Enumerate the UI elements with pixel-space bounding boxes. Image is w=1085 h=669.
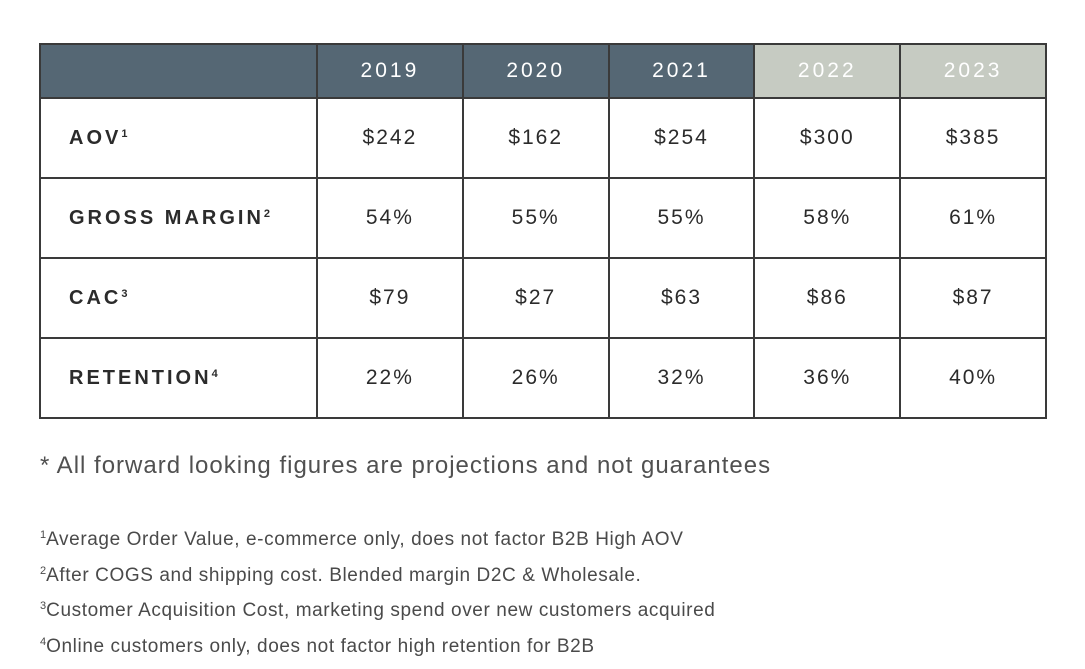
table-cell: $254 [607, 97, 756, 179]
table-cell: 55% [607, 177, 756, 259]
metrics-table: 2019 2020 2021 2022 2023 AOV1 $242 $162 … [39, 43, 1047, 419]
footnote-item: 4Online customers only, does not factor … [40, 627, 715, 663]
table-cell: $162 [461, 97, 610, 179]
footnote-mark: 1 [40, 529, 47, 541]
row-label-text: AOV [69, 126, 122, 149]
year-header-2019: 2019 [316, 43, 464, 99]
table-row-cac: CAC3 $79 $27 $63 $86 $87 [39, 257, 1047, 339]
row-label-text: GROSS MARGIN [69, 206, 264, 229]
row-label-gross-margin: GROSS MARGIN2 [39, 177, 318, 259]
table-cell: $79 [316, 257, 464, 339]
year-header-2022: 2022 [753, 43, 902, 99]
year-header-2021: 2021 [607, 43, 756, 99]
row-label-cac: CAC3 [39, 257, 318, 339]
table-cell: 40% [899, 337, 1047, 419]
footnote-marker: 1 [121, 127, 128, 140]
table-cell: 22% [316, 337, 464, 419]
table-row-gross-margin: GROSS MARGIN2 54% 55% 55% 58% 61% [39, 177, 1047, 259]
footnotes: 1Average Order Value, e-commerce only, d… [40, 520, 715, 662]
table-cell: $86 [753, 257, 902, 339]
table-cell: $300 [753, 97, 902, 179]
table-cell: 36% [753, 337, 902, 419]
footnote-mark: 2 [40, 564, 47, 577]
footnote-text: After COGS and shipping cost. Blended ma… [46, 564, 642, 586]
row-label-text: RETENTION [69, 366, 212, 389]
row-label-retention: RETENTION4 [39, 337, 318, 419]
footnote-item: 2After COGS and shipping cost. Blended m… [40, 556, 715, 592]
footnote-item: 3Customer Acquisition Cost, marketing sp… [40, 591, 715, 627]
year-header-2020: 2020 [461, 43, 610, 99]
table-cell: $63 [607, 257, 756, 339]
table-row-retention: RETENTION4 22% 26% 32% 36% 40% [39, 337, 1047, 419]
row-label-aov: AOV1 [39, 97, 318, 179]
header-corner-cell [39, 43, 318, 99]
footnote-text: Customer Acquisition Cost, marketing spe… [46, 600, 716, 621]
table-cell: 61% [899, 177, 1047, 259]
table-cell: $87 [899, 257, 1047, 339]
footnote-text: Average Order Value, e-commerce only, do… [46, 529, 684, 550]
header-row: 2019 2020 2021 2022 2023 [39, 43, 1047, 99]
footnote-text: Online customers only, does not factor h… [46, 635, 595, 657]
footnote-marker: 4 [211, 367, 218, 380]
row-label-text: CAC [69, 286, 122, 309]
footnote-mark: 3 [40, 600, 47, 612]
footnote-mark: 4 [40, 635, 47, 648]
table-cell: $385 [899, 97, 1047, 179]
table-cell: $242 [316, 97, 464, 179]
table-cell: 32% [607, 337, 756, 419]
table-cell: 55% [461, 177, 610, 259]
table-cell: 54% [316, 177, 464, 259]
table-cell: $27 [461, 257, 610, 339]
footnote-marker: 2 [263, 207, 271, 220]
projection-disclaimer: * All forward looking figures are projec… [40, 452, 772, 479]
table-row-aov: AOV1 $242 $162 $254 $300 $385 [39, 97, 1047, 179]
footnote-item: 1Average Order Value, e-commerce only, d… [40, 520, 715, 556]
footnote-marker: 3 [121, 287, 128, 300]
year-header-2023: 2023 [899, 43, 1047, 99]
table-cell: 26% [461, 337, 610, 419]
table-cell: 58% [753, 177, 902, 259]
